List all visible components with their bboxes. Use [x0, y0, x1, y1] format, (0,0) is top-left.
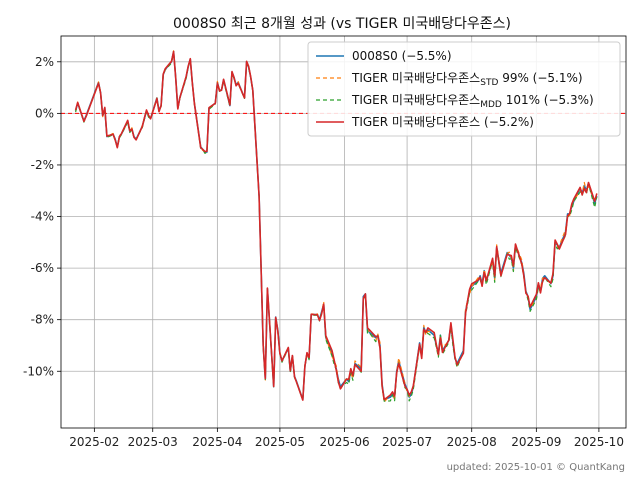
chart-title: 0008S0 최근 8개월 성과 (vs TIGER 미국배당다우존스) — [173, 16, 511, 32]
y-tick-label: -4% — [31, 210, 54, 224]
footer-note: updated: 2025-10-01 © QuantKang — [447, 462, 625, 473]
y-tick-label: -6% — [31, 261, 54, 275]
x-tick-label: 2025-09 — [511, 435, 561, 449]
series-group — [74, 50, 598, 403]
x-tick-label: 2025-07 — [382, 435, 432, 449]
legend-label-0: 0008S0 (−5.5%) — [352, 49, 452, 63]
x-tick-label: 2025-10 — [574, 435, 624, 449]
series-line-3 — [74, 50, 598, 401]
x-tick-label: 2025-08 — [447, 435, 497, 449]
legend-label-3: TIGER 미국배당다우존스 (−5.2%) — [351, 115, 534, 129]
y-tick-label: -10% — [23, 364, 54, 378]
series-line-2 — [75, 51, 598, 402]
plot-frame — [60, 35, 627, 429]
legend-label-1: TIGER 미국배당다우존스STD 99% (−5.1%) — [351, 71, 583, 88]
y-tick-label: -2% — [31, 158, 54, 172]
y-axis-ticks: 2% 0% -2% -4% -6% -8% -10% — [23, 55, 61, 378]
x-tick-label: 2025-03 — [128, 435, 178, 449]
y-tick-label: 0% — [35, 106, 54, 120]
legend-box — [307, 41, 621, 137]
x-tick-label: 2025-06 — [319, 435, 369, 449]
x-tick-label: 2025-04 — [192, 435, 242, 449]
y-tick-label: 2% — [35, 55, 54, 69]
x-tick-label: 2025-02 — [69, 435, 119, 449]
x-axis-ticks: 2025-02 2025-03 2025-04 2025-05 2025-06 2025-… — [69, 428, 624, 449]
y-tick-label: -8% — [31, 313, 54, 327]
legend-label-2: TIGER 미국배당다우존스MDD 101% (−5.3%) — [351, 93, 594, 110]
legend: 0008S0 (−5.5%) TIGER 미국배당다우존스STD 99% (−5.… — [307, 41, 621, 137]
x-tick-label: 2025-05 — [255, 435, 305, 449]
